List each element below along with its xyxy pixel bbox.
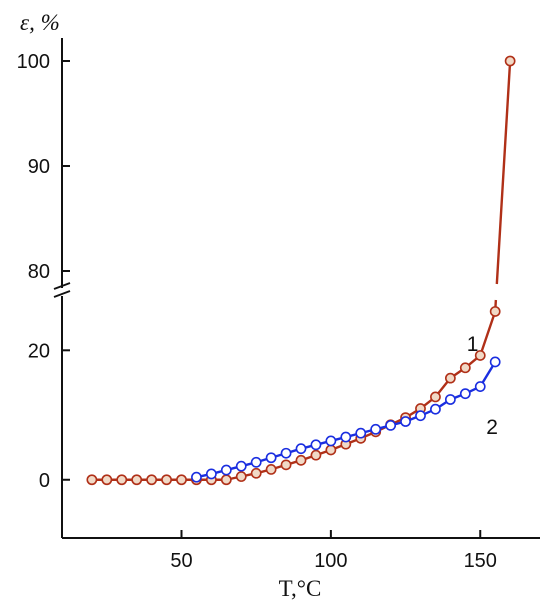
data-point-series-1 — [489, 306, 501, 317]
axis-break-mark — [53, 290, 71, 298]
x-tick-label: 100 — [314, 550, 347, 572]
x-tick-label: 50 — [170, 550, 192, 572]
y-tick-label: 0 — [39, 470, 50, 492]
y-axis-title: ε, % — [20, 10, 60, 35]
data-point-series-2 — [325, 435, 337, 447]
data-point-series-2 — [370, 423, 382, 435]
data-point-series-1 — [116, 474, 128, 486]
data-point-series-2 — [205, 468, 217, 480]
data-point-series-2 — [415, 410, 426, 422]
x-axis-title: T,°C — [279, 576, 322, 601]
data-point-series-2 — [474, 381, 486, 392]
series-label-2: 2 — [486, 416, 498, 439]
series-line-1 — [91, 60, 512, 481]
data-point-series-2 — [489, 356, 501, 368]
data-point-series-1 — [250, 467, 262, 479]
data-point-series-2 — [385, 419, 397, 431]
data-point-series-2 — [355, 427, 367, 439]
x-tick-label: 150 — [464, 550, 497, 572]
series-label-1: 1 — [467, 333, 479, 356]
data-point-series-1 — [235, 471, 247, 482]
data-point-series-1 — [325, 444, 337, 456]
data-point-series-2 — [220, 464, 232, 476]
data-point-series-1 — [161, 474, 172, 486]
data-point-series-1 — [504, 55, 516, 67]
data-point-series-2 — [310, 439, 322, 451]
data-point-series-2 — [295, 443, 307, 455]
y-tick-label: 90 — [28, 156, 50, 178]
data-point-series-1 — [459, 362, 471, 374]
data-point-series-1 — [176, 474, 187, 486]
data-point-series-1 — [295, 454, 307, 466]
data-point-series-1 — [86, 474, 98, 486]
data-point-series-2 — [280, 447, 292, 459]
series-layer — [86, 55, 516, 486]
axis-break-mark — [53, 282, 71, 290]
data-point-series-1 — [310, 449, 322, 461]
data-point-series-1 — [444, 372, 456, 384]
data-point-series-2 — [459, 388, 471, 400]
axes: 0 20 80 90 100 50 100 150 ε, % T,°C — [17, 10, 540, 601]
data-point-series-1 — [430, 391, 441, 403]
data-point-series-2 — [444, 394, 456, 405]
data-point-series-1 — [265, 463, 277, 475]
data-point-series-1 — [146, 474, 158, 486]
data-point-series-2 — [265, 452, 277, 464]
data-point-series-1 — [220, 474, 232, 486]
data-point-series-2 — [235, 460, 247, 472]
y-tick-label: 80 — [28, 261, 50, 283]
data-point-series-1 — [101, 474, 113, 486]
data-point-series-2 — [430, 403, 441, 415]
labels-layer: 12 — [467, 333, 498, 439]
data-point-series-1 — [474, 350, 486, 361]
data-point-series-2 — [340, 431, 352, 443]
data-point-series-2 — [191, 471, 202, 483]
y-tick-label: 100 — [17, 51, 50, 73]
data-point-series-1 — [131, 474, 143, 486]
data-point-series-2 — [250, 456, 262, 468]
data-point-series-1 — [280, 459, 292, 471]
data-point-series-2 — [400, 416, 411, 427]
y-tick-label: 20 — [28, 340, 50, 362]
